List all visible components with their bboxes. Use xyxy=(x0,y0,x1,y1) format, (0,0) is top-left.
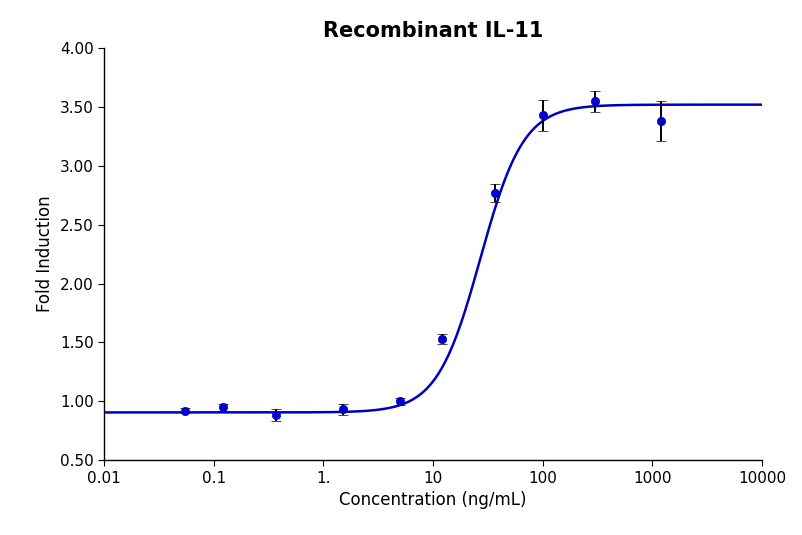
Y-axis label: Fold Induction: Fold Induction xyxy=(36,196,55,312)
X-axis label: Concentration (ng/mL): Concentration (ng/mL) xyxy=(339,491,527,509)
Title: Recombinant IL-11: Recombinant IL-11 xyxy=(323,21,543,41)
